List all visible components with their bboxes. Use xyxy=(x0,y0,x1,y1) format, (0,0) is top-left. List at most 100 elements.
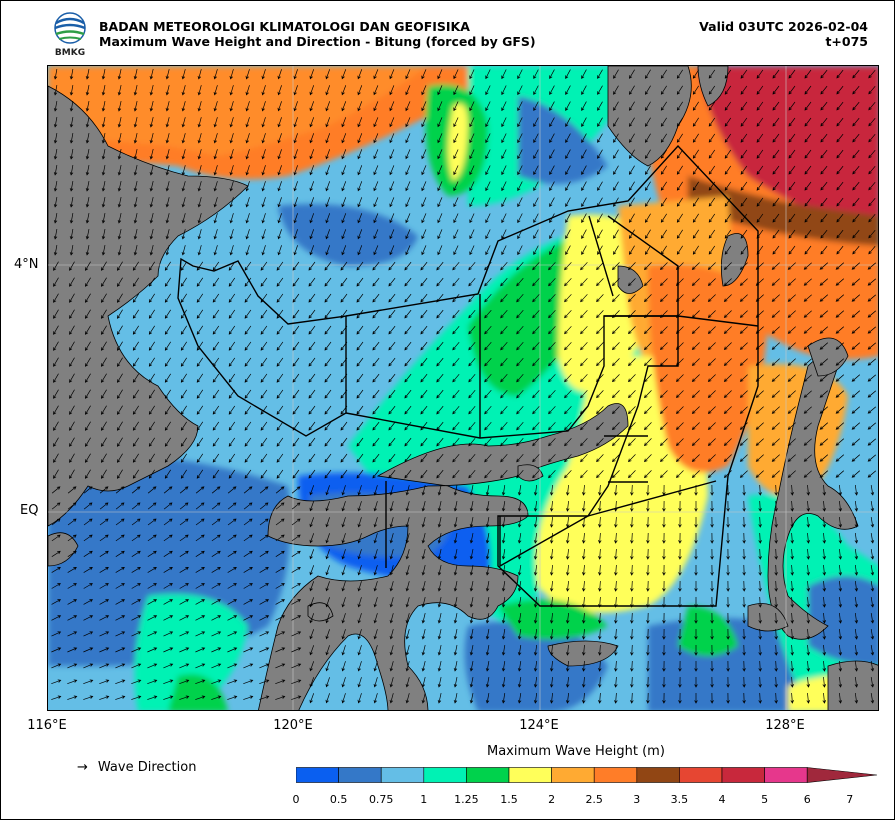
wave-arrow xyxy=(51,567,61,573)
wave-arrow xyxy=(691,390,700,399)
wave-arrow xyxy=(564,454,572,463)
wave-arrow xyxy=(819,294,829,302)
lon-label-124e: 124°E xyxy=(519,718,559,733)
wave-arrow xyxy=(149,229,154,240)
wave-arrow xyxy=(196,309,204,319)
wave-arrow xyxy=(678,564,682,576)
wave-arrow xyxy=(197,197,202,208)
wave-arrow xyxy=(822,484,827,496)
wave-arrow xyxy=(484,357,492,367)
wave-arrow xyxy=(259,486,269,494)
wave-arrow xyxy=(645,245,651,255)
wave-arrow xyxy=(613,197,619,207)
wave-arrow xyxy=(726,532,730,544)
wave-arrow xyxy=(549,676,554,688)
wave-arrow xyxy=(275,567,285,573)
wave-arrow xyxy=(389,69,395,80)
wave-arrow xyxy=(806,660,811,672)
wave-arrow xyxy=(646,580,650,592)
wave-arrow xyxy=(244,341,252,351)
wave-arrow xyxy=(596,470,604,479)
wave-arrow xyxy=(211,486,221,494)
wave-arrow xyxy=(854,676,859,688)
wave-arrow xyxy=(804,245,812,255)
wave-arrow xyxy=(596,262,604,271)
wave-arrow xyxy=(580,374,588,383)
wave-arrow xyxy=(53,69,58,80)
wave-arrow xyxy=(596,390,604,399)
wave-arrow xyxy=(819,422,829,430)
wave-arrow xyxy=(115,502,125,510)
wave-arrow xyxy=(453,581,458,592)
wave-arrow xyxy=(804,133,812,143)
wave-arrow xyxy=(485,101,491,112)
wave-arrow xyxy=(101,405,107,415)
wave-arrow xyxy=(662,580,666,592)
wave-arrow xyxy=(565,548,570,560)
wave-arrow xyxy=(724,245,732,255)
wave-arrow xyxy=(852,117,860,127)
wave-arrow xyxy=(196,421,204,431)
wave-arrow xyxy=(404,373,412,383)
wave-arrow xyxy=(469,613,474,624)
wave-arrow xyxy=(243,518,253,526)
wave-arrow xyxy=(485,245,491,256)
wave-arrow xyxy=(85,469,91,479)
wave-arrow xyxy=(243,663,254,669)
wave-arrow xyxy=(675,454,684,463)
wave-arrow xyxy=(485,533,490,544)
wave-arrow xyxy=(309,485,315,496)
wave-arrow xyxy=(325,517,330,528)
wave-arrow xyxy=(867,438,877,446)
wave-arrow xyxy=(149,181,154,192)
wave-arrow xyxy=(293,149,298,160)
wave-arrow xyxy=(854,516,859,528)
wave-arrow xyxy=(181,197,186,208)
wave-arrow xyxy=(614,532,618,544)
wave-arrow xyxy=(325,229,331,240)
wave-arrow xyxy=(580,390,588,399)
wave-arrow xyxy=(772,101,780,111)
wave-arrow xyxy=(485,549,490,560)
wave-arrow xyxy=(165,245,170,256)
wave-arrow xyxy=(388,389,396,399)
wave-arrow xyxy=(468,453,476,463)
wave-arrow xyxy=(758,612,762,624)
wave-arrow xyxy=(260,261,268,271)
wave-arrow xyxy=(868,117,876,127)
wave-arrow xyxy=(803,470,812,478)
wave-arrow xyxy=(275,615,286,621)
wave-arrow xyxy=(181,69,186,80)
wave-arrow xyxy=(678,612,682,624)
wave-arrow xyxy=(421,517,426,528)
wave-arrow xyxy=(131,663,142,669)
wave-arrow xyxy=(484,453,492,463)
wave-arrow xyxy=(723,342,732,351)
wave-arrow xyxy=(548,390,556,399)
wave-arrow xyxy=(517,629,522,640)
wave-arrow xyxy=(453,533,458,544)
wave-arrow xyxy=(405,533,410,544)
wave-arrow xyxy=(132,277,139,287)
wave-arrow xyxy=(707,374,716,383)
wave-arrow xyxy=(854,596,859,608)
wave-arrow xyxy=(517,133,523,144)
wave-arrow xyxy=(309,213,315,224)
wave-arrow xyxy=(101,357,107,367)
wave-arrow xyxy=(564,310,572,319)
wave-arrow xyxy=(149,85,154,96)
wave-arrow xyxy=(115,583,125,589)
wave-arrow xyxy=(373,533,378,544)
wave-arrow xyxy=(627,342,636,351)
wave-arrow xyxy=(659,406,668,415)
wave-arrow xyxy=(53,293,59,303)
wave-arrow xyxy=(197,181,202,192)
wave-arrow xyxy=(372,293,380,303)
wave-arrow xyxy=(421,85,427,96)
wave-arrow xyxy=(820,213,828,223)
wave-arrow xyxy=(85,133,90,144)
wave-arrow xyxy=(341,197,347,208)
wave-arrow xyxy=(675,438,684,447)
wave-arrow xyxy=(420,437,428,447)
wave-arrow xyxy=(421,229,427,240)
